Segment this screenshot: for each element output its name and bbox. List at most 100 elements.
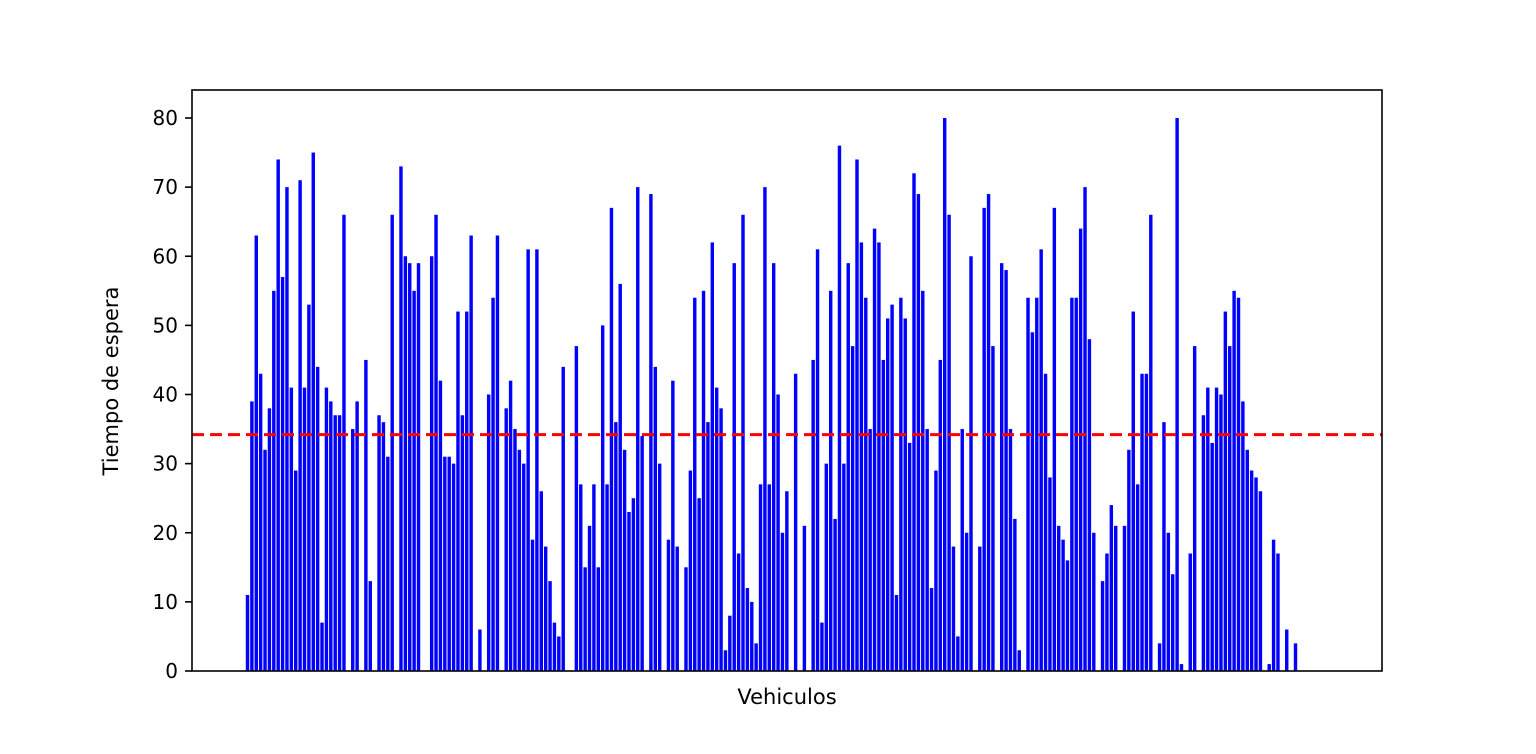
bar (684, 567, 688, 671)
bar (600, 325, 605, 672)
bar (1013, 518, 1017, 671)
bar (859, 242, 864, 671)
bar (434, 214, 438, 671)
bar (991, 346, 995, 671)
bar (478, 629, 482, 671)
bar (1004, 270, 1008, 671)
bar (1083, 187, 1087, 672)
bar (837, 145, 842, 671)
bar (329, 401, 333, 671)
bar (934, 470, 938, 671)
bar (408, 263, 412, 671)
bar (522, 463, 526, 672)
bar (614, 422, 618, 671)
bar (951, 546, 956, 671)
bar (653, 366, 658, 671)
bar (298, 180, 302, 671)
bar (412, 290, 416, 671)
bar (688, 470, 693, 671)
y-tick-label: 30 (153, 452, 178, 476)
bar (1043, 373, 1048, 671)
bar (1087, 339, 1092, 671)
x-axis-title: Vehiculos (737, 685, 836, 709)
bar (399, 166, 403, 671)
bar (964, 532, 969, 671)
bar (1276, 553, 1280, 671)
bar (1171, 574, 1175, 671)
bar (302, 387, 307, 671)
bar (416, 263, 421, 671)
bar (754, 643, 758, 671)
bar (517, 449, 522, 671)
bar (460, 415, 465, 671)
bar (272, 290, 276, 671)
bar (491, 297, 495, 671)
bar (1210, 442, 1214, 671)
bar (1105, 553, 1109, 671)
bar (855, 159, 859, 672)
y-tick-label: 10 (153, 590, 178, 614)
bar (447, 456, 451, 671)
bar (671, 380, 675, 671)
bar (631, 498, 636, 671)
bar (1127, 449, 1131, 671)
bar (741, 214, 745, 671)
bar (539, 491, 543, 671)
bar (443, 456, 447, 671)
bar (1241, 401, 1245, 671)
bar (574, 346, 579, 671)
bar (320, 622, 324, 671)
bar (1070, 297, 1074, 671)
bar (986, 194, 991, 672)
bar (1223, 311, 1228, 671)
bar (767, 484, 772, 671)
bar (956, 636, 960, 671)
bar (1192, 346, 1197, 671)
bar (842, 463, 846, 672)
bar (280, 276, 285, 671)
bar (723, 650, 728, 671)
bar (1048, 477, 1052, 671)
bar (1175, 118, 1179, 671)
bar (666, 539, 671, 671)
y-tick-label: 0 (165, 659, 178, 683)
bar (885, 318, 890, 671)
bar (714, 387, 719, 671)
bar (526, 249, 530, 671)
bar (824, 463, 829, 672)
bar (552, 622, 557, 671)
bar (587, 525, 592, 671)
bar (1201, 415, 1206, 671)
bar (1074, 297, 1078, 671)
bar (820, 622, 824, 671)
bars-group (245, 118, 1298, 672)
bar (377, 415, 381, 671)
bar (697, 498, 701, 671)
bar (877, 242, 881, 671)
bar (1000, 263, 1004, 671)
y-tick-label: 60 (153, 244, 178, 268)
bar (828, 290, 833, 671)
bar (596, 567, 600, 671)
bar (636, 187, 640, 672)
bar (1219, 394, 1223, 671)
bar (1008, 429, 1013, 671)
bar (1144, 373, 1149, 671)
bar (640, 435, 644, 671)
bar (1249, 470, 1254, 671)
bar (333, 415, 337, 671)
plot-frame (191, 89, 1383, 672)
bar (337, 415, 342, 671)
bar (609, 207, 614, 672)
bar (710, 242, 715, 671)
bar (728, 615, 732, 671)
bar (758, 484, 763, 671)
bar (1179, 664, 1184, 671)
bar (1109, 505, 1114, 671)
bar (1232, 290, 1236, 671)
bar (890, 304, 894, 671)
bar (1100, 581, 1105, 671)
bar (622, 449, 627, 671)
bar (833, 518, 837, 671)
bar (456, 311, 460, 671)
